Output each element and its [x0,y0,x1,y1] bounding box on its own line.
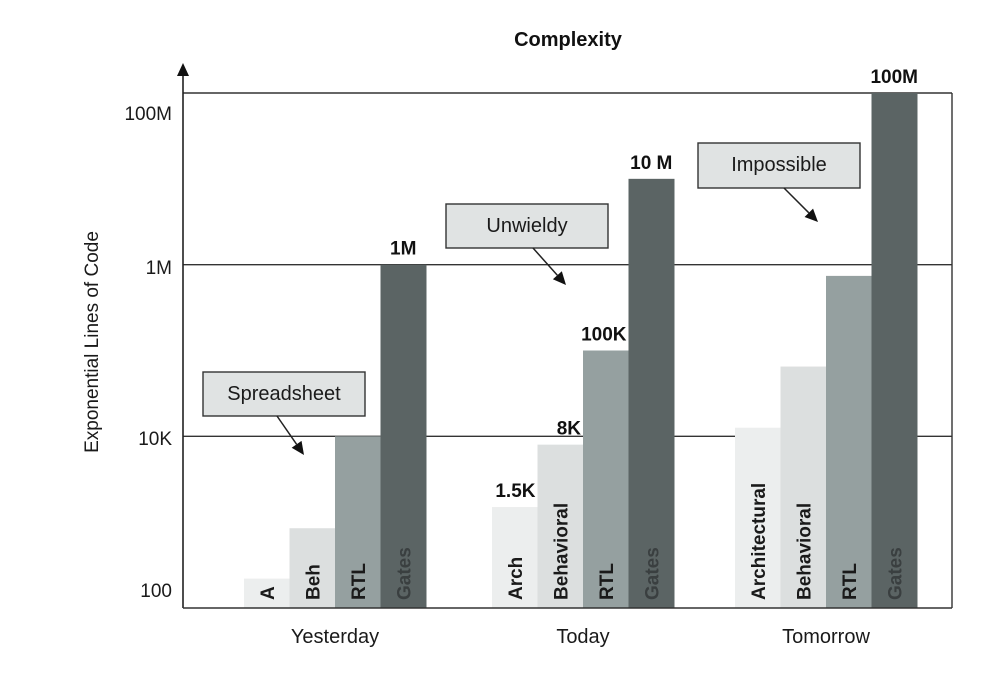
value-label: 100K [581,325,627,346]
value-label: 10 M [630,153,672,174]
callout-text: Impossible [731,154,827,176]
bar-group-yesterday: A Beh RTL Gates 1M [244,239,427,608]
y-tick-label: 100 [140,581,172,602]
y-axis-label: Exponential Lines of Code [82,231,103,453]
y-tick-label: 10K [138,429,172,450]
bar-architectural [492,507,538,608]
bar-label: A [258,586,279,600]
y-tick-label: 1M [146,258,172,279]
bar-label: Arch [506,557,527,600]
x-category-label: Yesterday [291,626,379,648]
callout-text: Spreadsheet [227,383,341,405]
callout-box [445,203,609,249]
value-label: 8K [557,419,582,440]
arrow-head-icon [552,271,566,285]
value-label: 1.5K [495,481,535,502]
callout-arrow-line [276,415,298,445]
bar-label: Gates [885,547,906,600]
bar-label: Gates [394,547,415,600]
bar-behavioral [537,444,584,608]
bar-label: Beh [303,564,324,600]
bar-architectural [735,427,781,608]
bar-label: Behavioral [551,503,572,600]
bar-architectural [244,578,290,608]
callout-unwieldy: Unwieldy [445,203,609,285]
arrow-head-icon [804,208,818,222]
bar-rtl [826,275,872,608]
x-category-label: Tomorrow [782,626,870,648]
callout-impossible: Impossible [697,142,861,222]
bar-label: RTL [597,563,618,600]
bar-label: Gates [642,547,663,600]
y-tick-label: 100M [124,104,172,125]
x-category-label: Today [556,626,609,648]
bar-label: RTL [840,563,861,600]
axes [177,63,953,609]
callout-text: Unwieldy [486,215,567,237]
bar-gates [871,93,918,608]
y-tick-labels: 100 10K 1M 100M [124,104,172,602]
bar-gates [380,264,427,608]
arrow-head-icon [291,440,304,455]
callout-spreadsheet: Spreadsheet [202,371,366,455]
bar-rtl [335,436,381,608]
bars: A Beh RTL Gates 1M Arch 1.5K Behavioral 8K RTL 100… [244,67,918,609]
value-label: 100M [870,67,918,88]
bar-group-tomorrow: Architectural Behavioral RTL Gates 100M [735,67,918,608]
bar-gates [628,178,675,609]
chart-title: Complexity [514,29,623,51]
x-category-labels: Yesterday Today Tomorrow [291,626,871,648]
bar-group-today: Arch 1.5K Behavioral 8K RTL 100K Gates 10 M [492,153,675,609]
y-axis-arrow-icon [177,63,189,76]
callout-box [202,371,366,417]
callout-box [697,142,861,189]
bar-rtl [583,350,629,608]
bar-label: RTL [349,563,370,600]
callout-arrow-line [532,247,558,276]
bar-behavioral [289,528,336,608]
value-label: 1M [390,239,416,260]
callout-arrow-line [783,187,810,214]
bar-label: Behavioral [794,503,815,600]
bar-label: Architectural [749,483,770,600]
callouts: Spreadsheet Unwieldy Impossible [202,142,861,455]
bar-behavioral [780,366,827,608]
